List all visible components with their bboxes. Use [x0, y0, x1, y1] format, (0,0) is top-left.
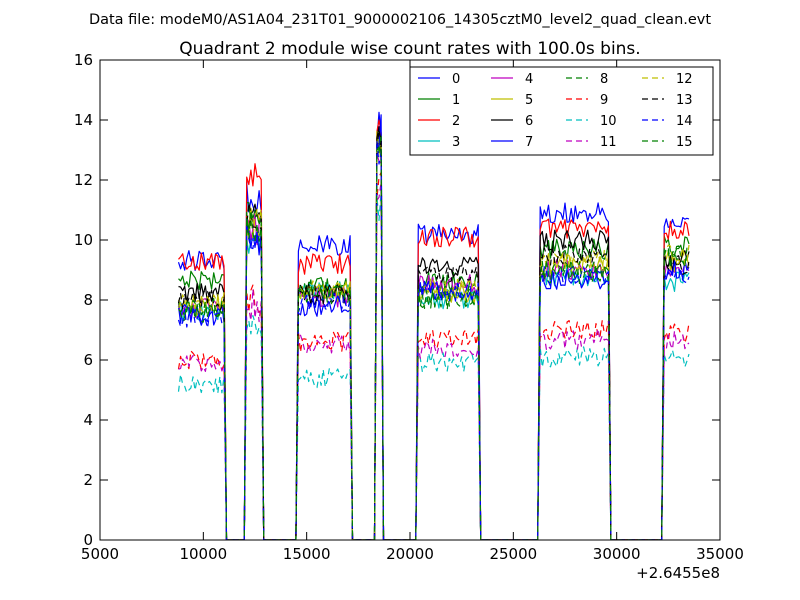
y-tick-label: 10 [74, 231, 93, 249]
legend-label-6: 6 [525, 114, 533, 129]
x-tick-label: 35000 [696, 545, 744, 563]
legend-label-1: 1 [452, 93, 460, 108]
y-tick-label: 2 [83, 471, 93, 489]
legend-label-8: 8 [600, 72, 608, 87]
y-tick-label: 4 [83, 411, 93, 429]
x-offset-label: +2.6455e8 [636, 564, 720, 582]
x-tick-label: 15000 [283, 545, 331, 563]
x-tick-label: 20000 [386, 545, 434, 563]
legend-label-13: 13 [676, 93, 693, 108]
legend-label-11: 11 [600, 135, 617, 150]
legend-label-10: 10 [600, 114, 617, 129]
legend-label-9: 9 [600, 93, 608, 108]
series-line-2 [178, 119, 690, 540]
series-line-15 [178, 146, 690, 540]
legend-label-15: 15 [676, 135, 693, 150]
chart-title: Quadrant 2 module wise count rates with … [179, 39, 640, 59]
series-line-11 [178, 181, 690, 540]
legend-label-5: 5 [525, 93, 533, 108]
series-line-1 [178, 136, 690, 540]
axis-ticks: 5000 10000 15000 20000 25000 30000 35000 0 2 4 6 8 1… [74, 51, 744, 563]
legend-box [409, 66, 714, 156]
series-line-8 [177, 134, 690, 540]
legend-label-3: 3 [452, 135, 460, 150]
x-tick-label: 10000 [179, 545, 227, 563]
x-tick-label: 5000 [81, 545, 119, 563]
y-tick-label: 16 [74, 51, 93, 69]
series-line-7 [177, 114, 690, 540]
plot-frame [99, 59, 721, 541]
series-line-3 [177, 138, 690, 540]
x-tick-label: 30000 [593, 545, 641, 563]
legend-label-12: 12 [676, 72, 693, 87]
legend-label-0: 0 [452, 72, 460, 87]
legend-label-14: 14 [676, 114, 693, 129]
legend-label-2: 2 [452, 114, 460, 129]
legend-label-7: 7 [525, 135, 533, 150]
y-tick-label: 6 [83, 351, 93, 369]
y-tick-label: 8 [83, 291, 93, 309]
y-tick-label: 0 [83, 531, 93, 549]
y-tick-label: 14 [74, 111, 93, 129]
legend-label-4: 4 [525, 72, 533, 87]
series-line-6 [178, 126, 690, 540]
figure-suptitle: Data file: modeM0/AS1A04_231T01_90000021… [89, 12, 711, 28]
y-tick-label: 12 [74, 171, 93, 189]
series-layer [177, 111, 690, 540]
x-tick-label: 25000 [489, 545, 537, 563]
series-line-14 [177, 139, 690, 540]
